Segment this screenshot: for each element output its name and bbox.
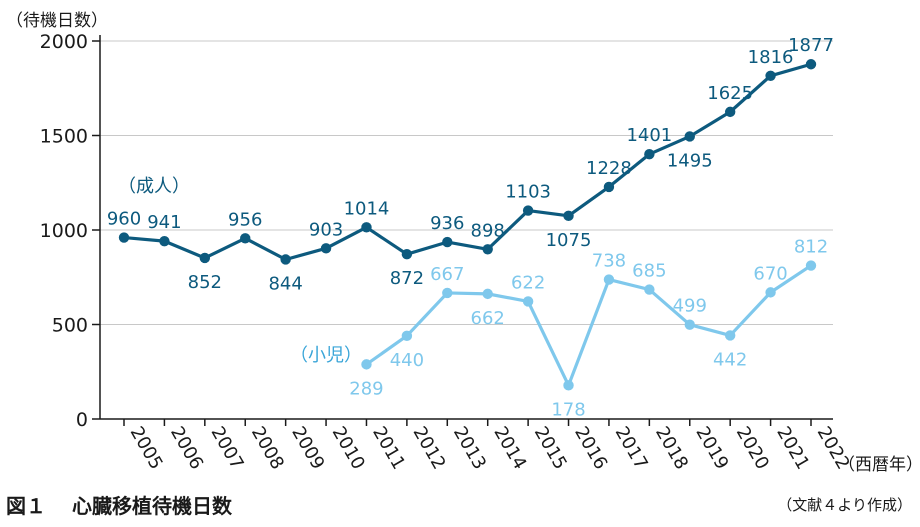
- data-label: 872: [390, 268, 424, 289]
- data-point: [603, 274, 615, 285]
- data-point: [280, 254, 291, 265]
- data-label: 898: [471, 220, 505, 241]
- data-point: [765, 70, 776, 81]
- data-point: [361, 222, 372, 233]
- grid-lines: [92, 40, 833, 420]
- data-point: [603, 181, 615, 193]
- data-label: 738: [592, 251, 626, 272]
- data-point: [482, 288, 493, 300]
- x-tick-labels: 2005 2006 2007 2008 2009 2010 2011 2012 2013 2014…: [126, 423, 854, 473]
- data-label: 442: [713, 349, 747, 370]
- data-label: 941: [147, 212, 181, 233]
- data-point: [724, 330, 736, 341]
- x-tick-label: 2019: [691, 423, 732, 473]
- data-point: [159, 235, 170, 247]
- data-point: [240, 233, 251, 244]
- data-label: 852: [188, 272, 222, 293]
- series-name-child: （小児）: [290, 345, 362, 366]
- data-label: 499: [673, 296, 707, 317]
- data-label: 1495: [667, 150, 713, 171]
- data-point: [805, 59, 817, 70]
- x-tick-label: 2020: [732, 423, 773, 473]
- y-axis-label: （待機日数）: [6, 11, 108, 31]
- y-tick-label: 0: [76, 409, 88, 431]
- data-point: [118, 232, 130, 243]
- data-label: 178: [551, 399, 585, 420]
- data-label: 812: [794, 237, 828, 258]
- data-point: [684, 131, 695, 142]
- series-line-child: [365, 264, 812, 387]
- data-label: 662: [471, 308, 505, 329]
- data-label: 667: [430, 264, 464, 285]
- x-tick-label: 2006: [166, 423, 207, 473]
- figure-caption: 図１ 心臓移植待機日数: [6, 490, 232, 519]
- data-point: [563, 380, 574, 391]
- x-tick-label: 2018: [651, 423, 692, 473]
- data-point: [199, 252, 211, 264]
- x-tick-label: 2017: [611, 423, 652, 473]
- axes: [99, 35, 833, 426]
- figure-title: 心臓移植待機日数: [72, 494, 232, 518]
- data-point: [805, 260, 817, 271]
- data-point: [644, 149, 655, 160]
- data-label: 1103: [505, 182, 551, 203]
- data-label: 440: [390, 350, 424, 371]
- data-label: 903: [309, 219, 343, 240]
- x-tick-label: 2010: [328, 423, 369, 473]
- data-point: [361, 359, 372, 370]
- data-label: 960: [107, 209, 141, 230]
- data-label: 956: [228, 209, 262, 230]
- data-label: 1401: [626, 125, 672, 146]
- data-label: 1816: [748, 47, 794, 68]
- x-tick-label: 2015: [530, 423, 571, 473]
- data-point: [563, 210, 574, 222]
- y-tick-label: 1000: [40, 220, 88, 242]
- data-label: 936: [430, 213, 464, 234]
- x-tick-label: 2014: [489, 423, 530, 473]
- x-tick-label: 2021: [772, 423, 813, 473]
- data-label: 1075: [546, 230, 592, 251]
- data-point: [442, 236, 453, 248]
- data-point: [320, 243, 332, 254]
- x-axis-label: （西暦年）: [838, 455, 920, 475]
- y-tick-labels: 0 500 1000 1500 2000: [40, 31, 88, 431]
- x-tick-label: 2008: [247, 423, 288, 473]
- data-label: 1625: [707, 83, 753, 104]
- x-tick-label: 2005: [126, 423, 167, 473]
- data-label: 1877: [788, 35, 834, 56]
- data-label: 670: [753, 263, 787, 284]
- series-name-adult: （成人）: [118, 176, 190, 197]
- figure-source: （文献４より作成）: [777, 496, 912, 514]
- data-label: 844: [268, 273, 302, 294]
- x-tick-label: 2007: [206, 423, 247, 473]
- data-point: [765, 287, 776, 298]
- x-tick-label: 2013: [449, 423, 490, 473]
- data-point: [401, 330, 413, 342]
- data-label: 289: [349, 378, 383, 399]
- data-point: [482, 244, 493, 255]
- data-label: 1228: [586, 158, 632, 179]
- y-tick-label: 1500: [40, 126, 88, 148]
- x-tick-label: 2016: [570, 423, 611, 473]
- data-label: 685: [632, 261, 666, 282]
- data-point: [644, 284, 655, 295]
- x-tick-label: 2011: [368, 423, 409, 473]
- series-line-adult: [123, 62, 812, 262]
- figure-number: 図１: [6, 494, 46, 518]
- data-label: 1014: [344, 198, 390, 219]
- data-point: [724, 106, 736, 118]
- series-layer: [118, 59, 817, 391]
- data-point: [522, 205, 534, 216]
- y-tick-label: 2000: [40, 31, 88, 53]
- data-point: [442, 287, 453, 299]
- x-tick-label: 2009: [287, 423, 328, 473]
- data-point: [401, 248, 413, 260]
- x-tick-label: 2012: [409, 423, 450, 473]
- data-point: [684, 319, 695, 330]
- data-point: [522, 296, 534, 307]
- y-tick-label: 500: [52, 315, 88, 337]
- data-label: 622: [511, 272, 545, 293]
